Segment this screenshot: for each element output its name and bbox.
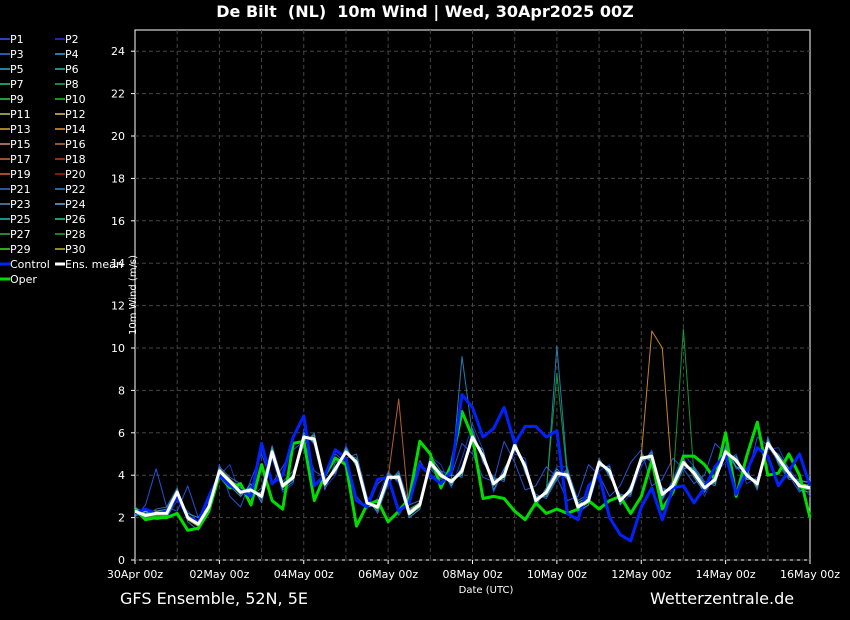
series-line-ens-mean xyxy=(134,435,811,526)
y-axis-label: 10m Wind (m/s) xyxy=(128,255,139,335)
legend-label: P13 xyxy=(10,123,31,136)
y-tick-label: 12 xyxy=(111,300,125,313)
legend-label: P1 xyxy=(10,33,24,46)
y-tick-label: 0 xyxy=(118,554,125,567)
legend-label: P7 xyxy=(10,78,24,91)
legend-label: Control xyxy=(10,258,50,271)
legend-label: P29 xyxy=(10,243,31,256)
legend-label: P23 xyxy=(10,198,31,211)
legend-label: P16 xyxy=(65,138,86,151)
x-tick-label: 16May 00z xyxy=(780,568,840,581)
y-tick-label: 16 xyxy=(111,215,125,228)
y-tick-label: 10 xyxy=(111,342,125,355)
legend-label: P20 xyxy=(65,168,86,181)
y-tick-label: 14 xyxy=(111,257,125,270)
x-tick-label: 06May 00z xyxy=(358,568,418,581)
y-tick-label: 22 xyxy=(111,88,125,101)
legend-label: P28 xyxy=(65,228,86,241)
legend-label: P30 xyxy=(65,243,86,256)
legend-label: P3 xyxy=(10,48,24,61)
y-tick-label: 24 xyxy=(111,45,125,58)
legend-label: P5 xyxy=(10,63,24,76)
legend-label: P26 xyxy=(65,213,86,226)
legend-label: Oper xyxy=(10,273,37,286)
legend: P1 P2 P3 P4 P5 P6 P7 P8 P9 P10 P11 P12 P13 P14 P15 P16 P… xyxy=(0,33,123,286)
legend-label: P4 xyxy=(65,48,79,61)
series-line-control xyxy=(134,393,812,543)
legend-label: P24 xyxy=(65,198,86,211)
legend-label: Ens. mean xyxy=(65,258,123,271)
x-tick-label: 08May 00z xyxy=(442,568,502,581)
x-tick-label: 04May 00z xyxy=(274,568,334,581)
legend-label: P22 xyxy=(65,183,86,196)
legend-label: P25 xyxy=(10,213,31,226)
legend-label: P17 xyxy=(10,153,31,166)
legend-label: P10 xyxy=(65,93,86,106)
series-lines xyxy=(133,328,812,543)
x-axis-label: Date (UTC) xyxy=(459,585,514,596)
legend-label: P14 xyxy=(65,123,86,136)
y-tick-label: 4 xyxy=(118,469,125,482)
legend-label: P6 xyxy=(65,63,79,76)
model-info: GFS Ensemble, 52N, 5E xyxy=(120,589,308,608)
y-tick-label: 18 xyxy=(111,172,125,185)
x-tick-label: 12May 00z xyxy=(611,568,671,581)
legend-label: P18 xyxy=(65,153,86,166)
x-tick-label: 02May 00z xyxy=(189,568,249,581)
legend-label: P11 xyxy=(10,108,31,121)
x-tick-label: 30Apr 00z xyxy=(107,568,164,581)
legend-label: P8 xyxy=(65,78,79,91)
y-tick-label: 8 xyxy=(118,384,125,397)
legend-label: P9 xyxy=(10,93,24,106)
legend-label: P19 xyxy=(10,168,31,181)
legend-label: P21 xyxy=(10,183,31,196)
x-axis: 30Apr 00z 02May 00z 04May 00z 06May 00z 08Ma… xyxy=(107,560,840,581)
chart-title: De Bilt (NL) 10m Wind | Wed, 30Apr2025 0… xyxy=(216,2,634,21)
legend-label: P12 xyxy=(65,108,86,121)
y-tick-label: 2 xyxy=(118,512,125,525)
source-credit: Wetterzentrale.de xyxy=(650,589,795,608)
x-tick-label: 10May 00z xyxy=(527,568,587,581)
legend-label: P2 xyxy=(65,33,79,46)
legend-label: P27 xyxy=(10,228,31,241)
y-tick-label: 20 xyxy=(111,130,125,143)
legend-label: P15 xyxy=(10,138,31,151)
x-tick-label: 14May 00z xyxy=(696,568,756,581)
y-tick-label: 6 xyxy=(118,427,125,440)
